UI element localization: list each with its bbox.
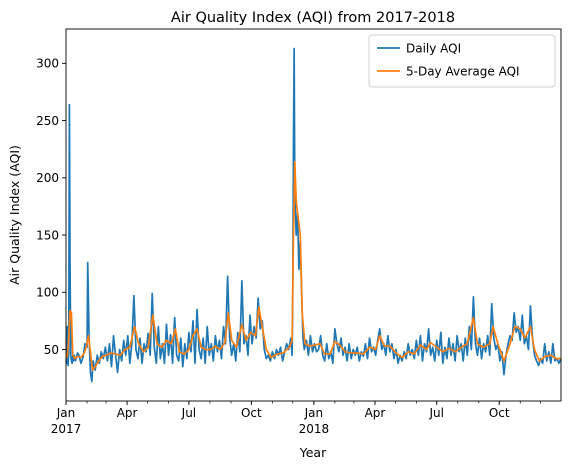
x-axis: Jan 2017 Apr Jul Oct Jan 2018 Apr Jul Oct	[51, 401, 541, 436]
x-tick-year-label: 2018	[299, 422, 330, 436]
x-tick-label: Oct	[489, 406, 510, 420]
x-axis-label: Year	[299, 445, 327, 460]
plot-frame	[65, 28, 562, 402]
y-tick-label: 300	[36, 57, 59, 71]
series-line-daily-aqi	[65, 47, 562, 383]
series-line-5-day-average-aqi	[65, 160, 561, 371]
x-tick-year-label: 2017	[51, 422, 82, 436]
x-tick-label: Jul	[181, 406, 196, 420]
y-tick-label: 150	[36, 228, 59, 242]
y-tick-label: 250	[36, 114, 59, 128]
x-tick-label: Apr	[365, 406, 386, 420]
plot-area	[65, 47, 562, 383]
x-tick-label: Jan	[56, 406, 76, 420]
y-tick-label: 50	[44, 343, 59, 357]
y-tick-label: 200	[36, 171, 59, 185]
x-tick-label: Jan	[304, 406, 324, 420]
legend-label-average: 5-Day Average AQI	[406, 65, 520, 79]
legend: Daily AQI 5-Day Average AQI	[368, 34, 556, 88]
y-axis: 50 100 150 200 250 300	[36, 57, 66, 357]
x-tick-label: Jul	[428, 406, 443, 420]
chart-title: Air Quality Index (AQI) from 2017-2018	[171, 10, 455, 26]
x-tick-label: Oct	[241, 406, 262, 420]
x-tick-label: Apr	[117, 406, 138, 420]
y-axis-label: Air Quality Index (AQI)	[7, 145, 22, 285]
legend-label-daily: Daily AQI	[406, 42, 461, 56]
legend-box	[368, 34, 556, 88]
y-tick-label: 100	[36, 286, 59, 300]
